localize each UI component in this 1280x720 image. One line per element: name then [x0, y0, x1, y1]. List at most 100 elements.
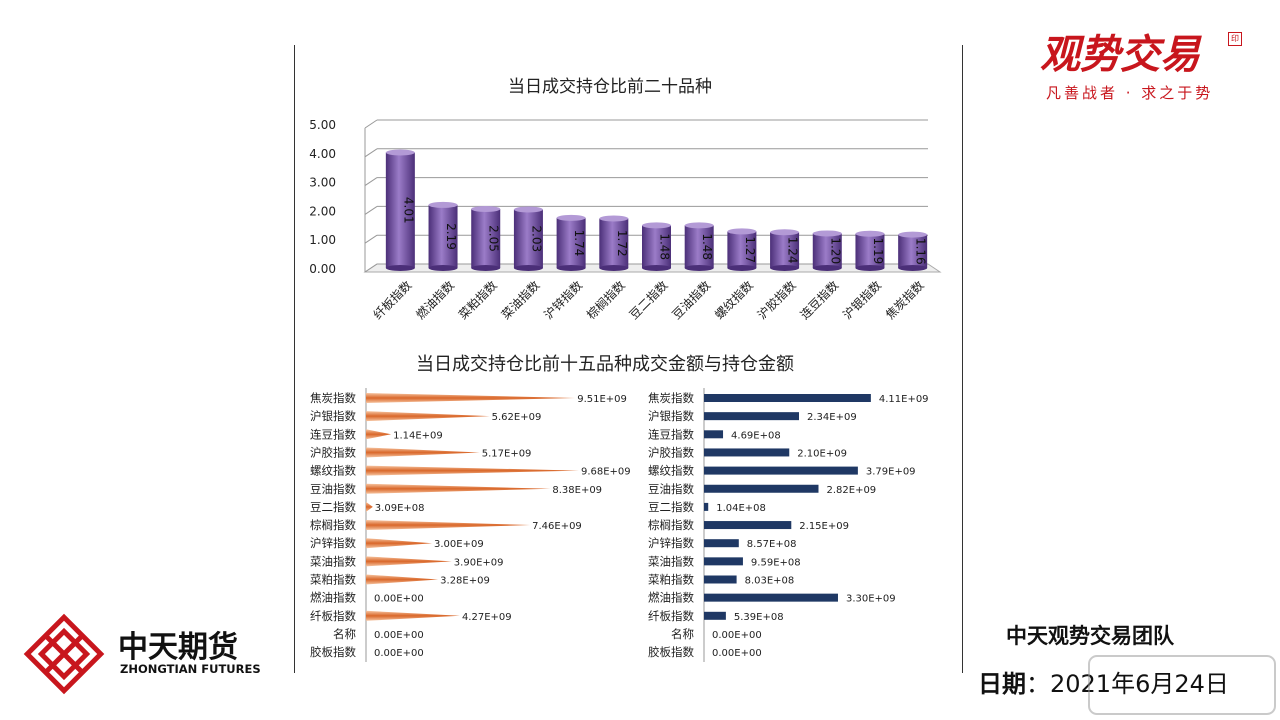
bar	[556, 217, 586, 268]
bar-top	[898, 231, 928, 238]
bar	[366, 447, 480, 458]
category-label: 螺纹指数	[310, 464, 356, 478]
zhongtian-logo: 中天期货 ZHONGTIAN FUTURES	[22, 612, 261, 700]
bar	[366, 574, 439, 585]
bar	[704, 611, 726, 620]
data-label: 2.34E+09	[807, 412, 857, 423]
data-label: 4.11E+09	[879, 394, 929, 405]
bar	[366, 501, 373, 512]
data-label: 1.27	[743, 236, 757, 263]
data-label: 2.15E+09	[799, 521, 849, 532]
bar-base	[556, 265, 586, 271]
category-label: 菜油指数	[310, 554, 356, 568]
data-label: 3.00E+09	[434, 539, 484, 550]
category-label: 连豆指数	[310, 427, 356, 441]
bar-top	[855, 230, 885, 237]
data-label: 4.27E+09	[462, 612, 512, 623]
data-label: 0.00E+00	[712, 648, 762, 659]
data-label: 3.09E+08	[375, 503, 425, 514]
category-label: 棕榈指数	[310, 518, 356, 532]
category-label: 燃油指数	[310, 591, 356, 605]
category-label: 豆油指数	[310, 482, 356, 496]
bar-top	[642, 222, 671, 229]
bar	[704, 521, 792, 530]
data-label: 1.04E+08	[716, 503, 766, 514]
data-label: 1.24	[786, 237, 800, 264]
data-label: 0.00E+00	[374, 594, 424, 605]
category-label: 豆二指数	[648, 500, 694, 514]
bar-base	[642, 265, 671, 271]
zhongtian-knot-icon	[23, 613, 105, 695]
bar-top	[556, 214, 586, 221]
divider-left	[294, 45, 295, 673]
bar	[704, 557, 743, 566]
data-label: 7.46E+09	[532, 521, 582, 532]
guanshi-logo-text: 观势交易	[1040, 31, 1200, 78]
bar	[812, 233, 842, 268]
data-label: 9.68E+09	[581, 467, 631, 478]
y-tick-label: 5.00	[309, 118, 336, 132]
bar-base	[385, 265, 415, 271]
category-label: 沪锌指数	[648, 536, 694, 550]
bar	[366, 483, 551, 494]
bar-top	[428, 201, 458, 208]
data-label: 5.39E+08	[734, 612, 784, 623]
bar	[366, 538, 432, 549]
category-label: 棕榈指数	[648, 518, 694, 532]
bar	[704, 575, 737, 584]
data-label: 1.48	[700, 233, 714, 260]
bar	[513, 209, 543, 268]
bar	[366, 520, 531, 531]
data-label: 5.62E+09	[492, 412, 542, 423]
bar	[704, 394, 871, 402]
report-date: 日期：2021年6月24日	[978, 664, 1229, 699]
data-label: 4.01	[401, 197, 415, 224]
category-label: 沪锌指数	[310, 536, 356, 550]
date-label: 日期	[978, 670, 1026, 698]
bar-base	[513, 265, 543, 271]
data-label: 3.79E+09	[866, 467, 916, 478]
zhongtian-logo-cn: 中天期货	[118, 630, 238, 665]
guanshi-logo: 观势交易 凡善战者 · 求之于势	[1040, 22, 1213, 103]
data-label: 0.00E+00	[374, 630, 424, 641]
bar	[704, 430, 724, 439]
bar-top	[385, 149, 415, 156]
bar	[704, 502, 709, 511]
data-label: 2.03	[529, 225, 543, 252]
category-label: 焦炭指数	[310, 391, 356, 405]
bar	[366, 411, 490, 422]
category-label: 焦炭指数	[648, 391, 694, 405]
category-label: 沪胶指数	[310, 445, 356, 459]
data-label: 2.19	[444, 223, 458, 250]
bar	[704, 539, 739, 548]
date-separator: ：	[1026, 670, 1050, 698]
bar-base	[812, 265, 842, 271]
data-label: 2.82E+09	[826, 485, 876, 496]
data-label: 3.28E+09	[440, 576, 490, 587]
seal-icon: 印	[1228, 32, 1242, 46]
gridline-depth	[364, 148, 378, 158]
data-label: 2.05	[487, 225, 501, 252]
bar-top	[812, 230, 842, 237]
data-label: 8.38E+09	[552, 485, 602, 496]
bar-base	[471, 265, 501, 271]
y-tick-label: 0.00	[309, 262, 336, 276]
data-label: 2.10E+09	[797, 448, 847, 459]
data-label: 9.59E+08	[751, 557, 801, 568]
data-label: 1.48	[658, 233, 672, 260]
data-label: 8.03E+08	[745, 576, 795, 587]
gridline-depth	[364, 177, 378, 187]
zhongtian-logo-en: ZHONGTIAN FUTURES	[120, 662, 261, 676]
bar	[385, 152, 415, 268]
bar	[428, 204, 458, 268]
data-label: 0.00E+00	[712, 630, 762, 641]
y-tick-label: 2.00	[309, 204, 336, 218]
data-label: 1.19	[871, 238, 885, 265]
bar-base	[898, 265, 928, 271]
category-label: 名称	[671, 627, 694, 641]
data-label: 3.30E+09	[846, 594, 896, 605]
bar-base	[727, 265, 757, 271]
bottom-chart-title: 当日成交持仓比前十五品种成交金额与持仓金额	[416, 354, 794, 375]
bar-top	[471, 205, 501, 212]
